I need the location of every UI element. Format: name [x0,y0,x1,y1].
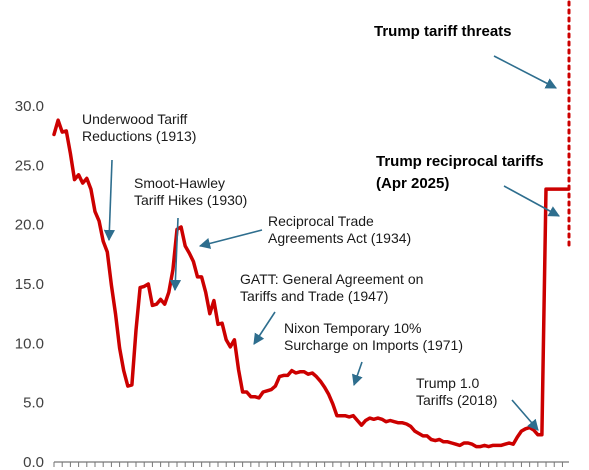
annotation-text-line: Trump reciprocal tariffs [376,153,544,170]
annotation-arrow [511,399,539,431]
annotation-text-line: Trump 1.0 [416,375,479,391]
annotation-arrow [352,361,363,387]
annotation-trump_threats: Trump tariff threats [374,23,557,89]
annotation-arrow [198,229,263,249]
y-tick-label: 10.0 [15,335,44,352]
annotation-text-line: Trump tariff threats [374,23,512,40]
annotation-text-line: Underwood Tariff [82,111,187,127]
annotation-text-line: GATT: General Agreement on [240,271,423,287]
annotation-text-line: Reciprocal Trade [268,213,374,229]
annotation-arrow [503,185,560,217]
y-tick-label: 15.0 [15,276,44,293]
annotation-nixon: Nixon Temporary 10%Surcharge on Imports … [284,320,463,387]
annotation-text-line: (Apr 2025) [376,175,449,192]
annotation-text-line: Tariffs and Trade (1947) [240,288,388,304]
y-tick-label: 0.0 [23,454,44,470]
annotation-text-line: Tariffs (2018) [416,392,497,408]
annotation-trump_reciprocal: Trump reciprocal tariffs (Apr 2025) [376,153,560,217]
annotation-text-line: Smoot-Hawley [134,175,225,191]
tariff-rate-series-line [52,118,571,449]
annotation-text-line: Reductions (1913) [82,128,196,144]
annotation-arrow [253,311,276,345]
y-tick-label: 5.0 [23,395,44,412]
y-tick-label: 20.0 [15,217,44,234]
annotation-arrow [169,217,182,292]
y-tick-label: 25.0 [15,157,44,174]
annotation-text-line: Tariff Hikes (1930) [134,192,247,208]
y-tick-label: 30.0 [15,98,44,115]
annotation-text-line: Surcharge on Imports (1971) [284,337,463,353]
annotation-arrow [493,55,557,89]
annotation-text-line: Nixon Temporary 10% [284,320,421,336]
annotation-text-line: Agreements Act (1934) [268,230,411,246]
annotation-arrow [103,159,115,242]
